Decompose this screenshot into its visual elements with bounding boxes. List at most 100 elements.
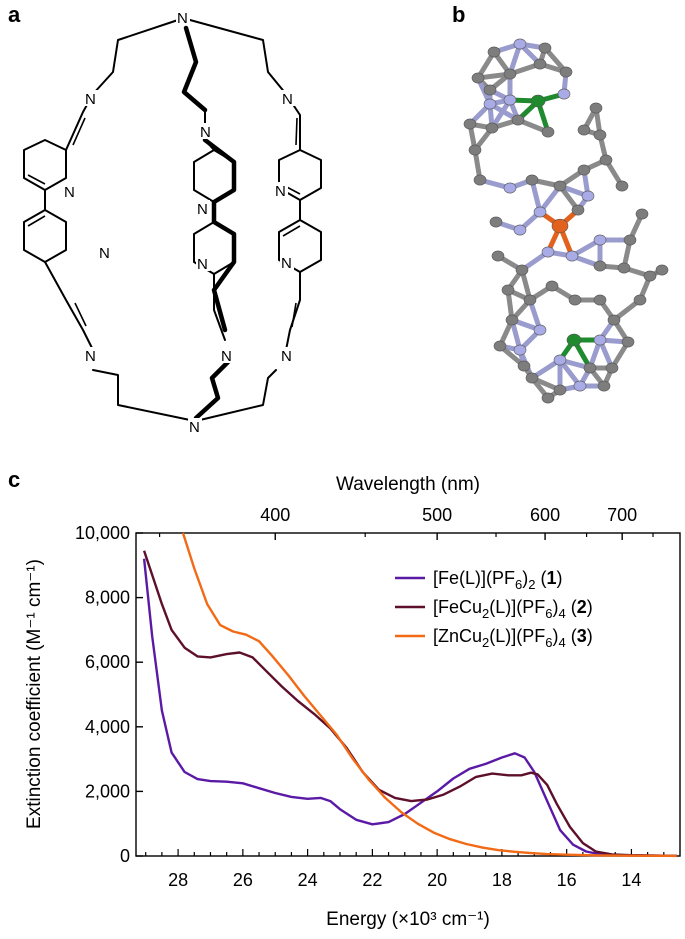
series-line-1 (142, 558, 677, 857)
carbon-atom (553, 384, 567, 396)
carbon-atom (617, 262, 631, 274)
panel-label-a: a (8, 2, 21, 27)
copper-atom (530, 94, 546, 108)
nitrogen-atom (533, 206, 547, 218)
panel-label-c: c (8, 467, 20, 492)
carbon-atom (545, 280, 559, 292)
atom-n-bottom: N (189, 419, 200, 436)
carbon-atom (597, 380, 611, 392)
carbon-atom (493, 340, 507, 352)
atom-n-imine-right-bottom: N (281, 348, 292, 365)
atom-n-pyridine-left-2: N (99, 245, 110, 262)
nitrogen-atom (513, 344, 527, 356)
atom-n-imine-right-top: N (282, 91, 293, 108)
carbon-atom (553, 180, 567, 192)
absorption-chart: 0 2,000 4,000 6,000 8,000 10,000 28 26 24 22 20 18… (24, 474, 681, 930)
iron-atom (551, 218, 569, 234)
x-tick-label: 22 (362, 870, 382, 890)
nitrogen-atom (581, 190, 595, 202)
legend-entry: [ZnCu2(L)](PF6)4 (3) (433, 626, 593, 650)
carbon-atom (607, 314, 621, 326)
carbon-atom (605, 362, 619, 374)
atom-n-pyridine-right-2: N (281, 255, 292, 272)
chart-legend: [Fe(L)](PF6)2 (1) [FeCu2(L)](PF6)4 (2) [Zn… (395, 568, 593, 650)
x2-tick-label: 700 (607, 505, 637, 525)
carbon-atom (501, 284, 515, 296)
nitrogen-atom (533, 324, 547, 336)
x2-axis-title: Wavelength (nm) (336, 474, 480, 495)
crystal-structure (463, 38, 669, 404)
carbon-atom (517, 360, 531, 372)
carbon-atom (511, 114, 525, 126)
x-tick-label: 14 (621, 870, 641, 890)
copper-atom (566, 333, 582, 347)
nitrogen-atom (541, 246, 555, 258)
carbon-atom (541, 392, 555, 404)
x-axis-title: Energy (×10³ cm⁻¹) (326, 909, 490, 930)
carbon-atom (559, 66, 573, 78)
x-axis: 28 26 24 22 20 18 16 14 (145, 849, 665, 890)
x-tick-label: 20 (427, 870, 447, 890)
carbon-atom (485, 122, 499, 134)
carbon-atom (525, 174, 539, 186)
carbon-atom (538, 42, 552, 54)
carbon-atom (523, 294, 537, 306)
carbon-atom (593, 260, 607, 272)
y-tick-label: 4,000 (85, 717, 130, 737)
nitrogen-atom (565, 250, 579, 262)
nitrogen-labels: N N N N N N N N N N N N N N (63, 9, 295, 436)
carbon-atom (593, 294, 607, 306)
nitrogen-atom (573, 380, 587, 392)
carbon-atom (571, 204, 585, 216)
nitrogen-atom (513, 224, 527, 236)
x-tick-label: 28 (168, 870, 188, 890)
x2-tick-label: 500 (422, 505, 452, 525)
nitrogen-atom (503, 94, 517, 106)
carbon-atom (533, 58, 547, 70)
plot-frame (135, 532, 681, 857)
crystal-bond (529, 177, 543, 215)
series-line-2 (142, 550, 677, 857)
x-tick-label: 16 (557, 870, 577, 890)
carbon-atom (505, 314, 519, 326)
carbon-atom (623, 234, 637, 246)
series-group (142, 532, 677, 858)
carbon-atom (599, 154, 613, 166)
carbon-atom (468, 144, 482, 156)
carbon-atom (577, 164, 591, 176)
nitrogen-atom (553, 354, 567, 366)
atom-n-imine-mid-top: N (200, 124, 211, 141)
carbon-atom (463, 118, 477, 130)
atom-n-pyridine-mid-1: N (197, 201, 208, 218)
carbon-atom (489, 216, 503, 228)
nitrogen-atom (503, 182, 517, 194)
carbon-atom (568, 294, 582, 306)
atom-n-top: N (177, 10, 188, 27)
carbon-atom (471, 72, 485, 84)
legend-entry: [Fe(L)](PF6)2 (1) (433, 568, 563, 592)
x-tick-label: 26 (233, 870, 253, 890)
cryptand-structure (23, 19, 322, 421)
atom-n-pyridine-left-1: N (64, 184, 75, 201)
x2-tick-label: 600 (530, 505, 560, 525)
nitrogen-atom (513, 38, 527, 50)
carbon-atom (515, 264, 529, 276)
series-line-3 (181, 532, 677, 858)
carbon-atom (643, 270, 657, 282)
x-tick-label: 24 (298, 870, 318, 890)
y-axis: 0 2,000 4,000 6,000 8,000 10,000 (75, 523, 143, 866)
carbon-atom (483, 84, 497, 96)
panel-label-b: b (452, 2, 465, 27)
carbon-atom (655, 264, 669, 276)
carbon-atom (583, 362, 597, 374)
nitrogen-atom (593, 234, 607, 246)
y-axis-title: Extinction coefficient (M⁻¹ cm⁻¹) (24, 559, 45, 829)
carbon-atom (473, 174, 487, 186)
y-tick-label: 2,000 (85, 781, 130, 801)
carbon-atom (491, 250, 505, 262)
y-tick-label: 0 (120, 846, 130, 866)
cryptand-bold-strand (181, 25, 237, 421)
carbon-atom (593, 129, 607, 141)
atom-n-pyridine-right-1: N (275, 183, 286, 200)
